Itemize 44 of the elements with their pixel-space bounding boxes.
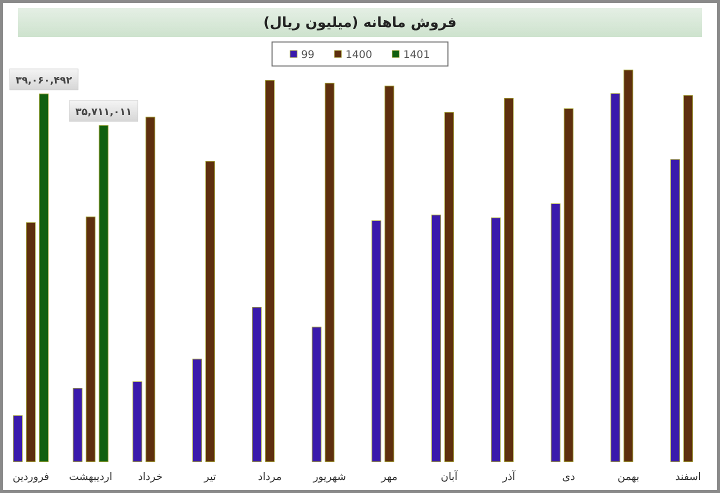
x-tick-label: شهریور: [312, 471, 346, 483]
x-tick-label: اردیبهشت: [68, 471, 112, 483]
bar: [265, 80, 275, 462]
bar: [550, 203, 560, 462]
bar: [312, 326, 322, 462]
bar: [683, 95, 693, 462]
data-label: ۳۵,۷۱۱,۰۱۱: [75, 106, 132, 118]
bar: [504, 98, 514, 462]
data-label: ۳۹,۰۶۰,۴۹۲: [16, 75, 72, 86]
legend-label: 99: [301, 49, 314, 61]
bar: [192, 358, 202, 462]
x-tick-label: مهر: [380, 471, 398, 483]
x-tick-label: آذر: [502, 470, 516, 483]
bar: [205, 161, 215, 462]
x-tick-label: دی: [562, 471, 576, 483]
x-tick-label: تیر: [203, 471, 216, 483]
x-tick-label: اسفند: [675, 471, 701, 483]
bar: [670, 159, 680, 462]
bar: [372, 220, 382, 462]
bar: [444, 112, 454, 462]
legend-label: 1401: [403, 49, 430, 61]
bar: [564, 108, 574, 462]
bar: [72, 388, 82, 462]
bar: [86, 216, 96, 462]
chart-title: فروش ماهانه (میلیون ریال): [263, 15, 457, 31]
x-tick-label: آبان: [440, 470, 459, 483]
x-tick-label: مرداد: [258, 471, 282, 483]
bar: [13, 415, 23, 462]
bar: [26, 222, 36, 462]
legend-label: 1400: [345, 49, 372, 61]
bar: [431, 214, 441, 462]
bar: [146, 116, 156, 462]
bar: [324, 82, 334, 462]
bar: [132, 381, 142, 462]
bar: [252, 306, 262, 462]
x-tick-label: خرداد: [138, 471, 163, 483]
bar: [98, 125, 108, 462]
bar: [624, 70, 634, 462]
x-tick-label: فروردین: [12, 471, 50, 483]
x-tick-label: بهمن: [617, 471, 640, 483]
bar: [491, 218, 501, 462]
bar: [384, 86, 394, 462]
bar: [39, 94, 49, 462]
bar: [610, 93, 620, 462]
